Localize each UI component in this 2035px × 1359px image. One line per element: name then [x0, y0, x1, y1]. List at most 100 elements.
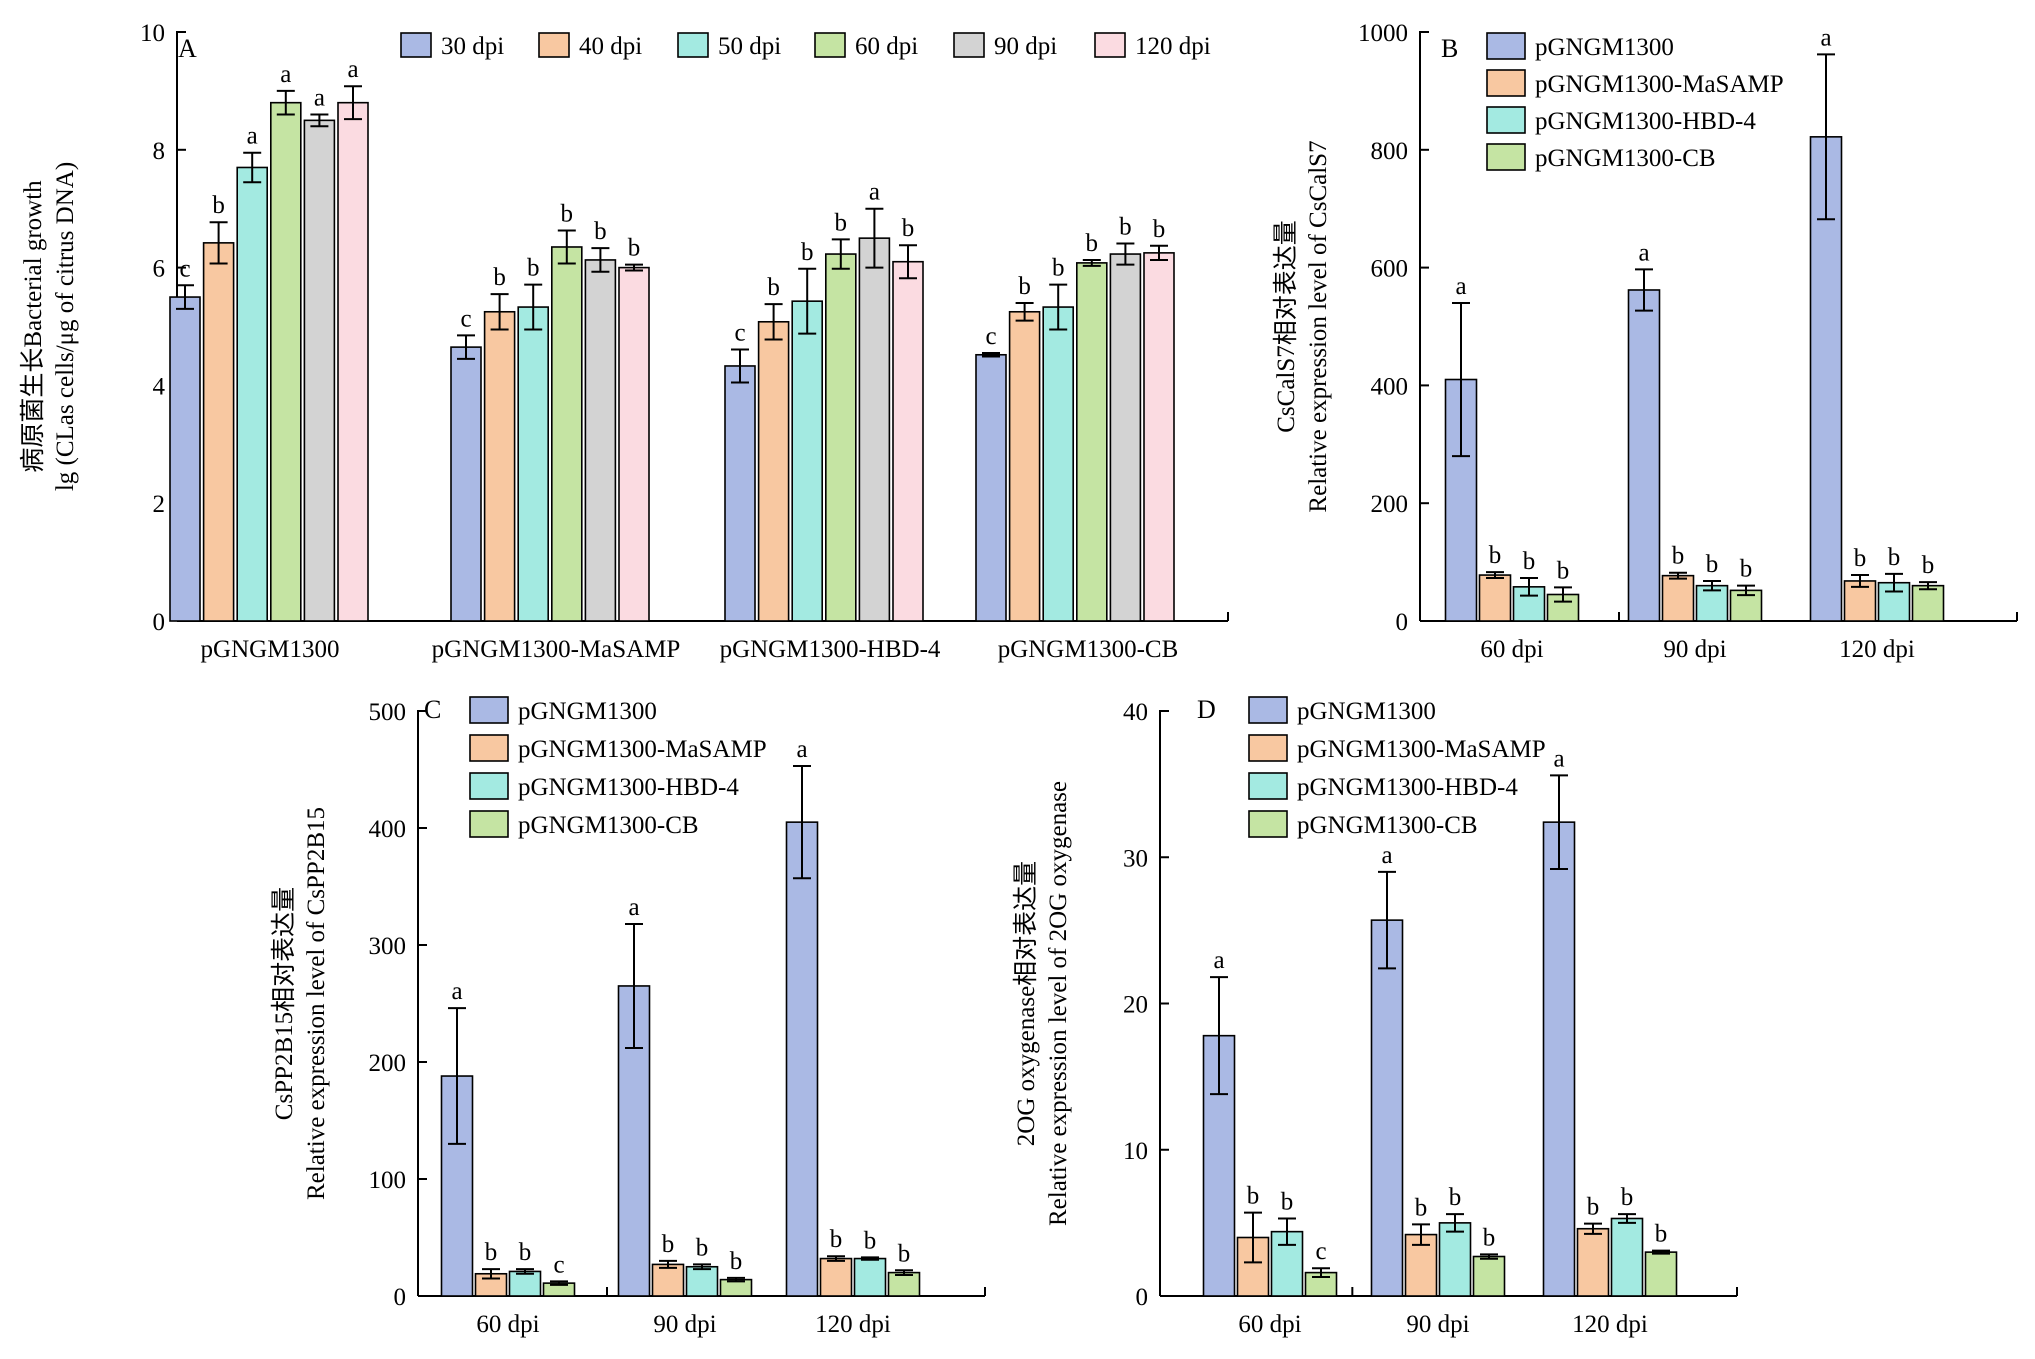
bar: [1627, 289, 1661, 622]
significance-label: c: [553, 1251, 564, 1278]
x-tick-label: pGNGM1300-MaSAMP: [432, 636, 681, 663]
significance-label: b: [1922, 552, 1935, 579]
legend-label: 90 dpi: [994, 33, 1057, 60]
bar: [1109, 253, 1142, 622]
significance-label: a: [1381, 842, 1392, 869]
significance-label: b: [1018, 273, 1031, 300]
y-tick-label: 0: [1136, 1284, 1149, 1311]
significance-label: a: [347, 56, 358, 83]
significance-label: b: [1281, 1188, 1294, 1215]
significance-label: b: [628, 235, 641, 262]
legend-swatch: [1486, 69, 1526, 97]
legend-label: pGNGM1300-HBD-4: [1535, 108, 1756, 135]
legend-swatch: [814, 32, 846, 58]
significance-label: a: [1553, 745, 1564, 772]
significance-label: b: [1557, 557, 1570, 584]
legend-swatch: [469, 734, 509, 762]
legend: pGNGM1300 pGNGM1300-MaSAMP pGNGM1300-HBD-4…: [469, 696, 767, 839]
bar: [450, 346, 482, 622]
legend-swatch: [1486, 106, 1526, 134]
bar: [169, 296, 201, 622]
bar: [858, 237, 891, 622]
significance-label: b: [898, 1240, 911, 1267]
legend: pGNGM1300 pGNGM1300-MaSAMP pGNGM1300-HBD-4…: [1486, 32, 1784, 172]
legend-swatch: [469, 810, 509, 838]
significance-label: a: [1455, 273, 1466, 300]
legend-label: 40 dpi: [579, 33, 642, 60]
bar: [584, 259, 617, 622]
significance-label: b: [1489, 542, 1502, 569]
significance-label: b: [696, 1234, 709, 1261]
legend-label: pGNGM1300-HBD-4: [518, 774, 739, 801]
y-tick-label: 100: [369, 1167, 407, 1194]
legend-swatch: [469, 772, 509, 800]
legend-label: 30 dpi: [441, 33, 504, 60]
bar: [685, 1265, 719, 1297]
y-axis-title: CsCalS7相对表达量: [1272, 220, 1300, 433]
bar: [202, 242, 235, 622]
x-tick-label: 60 dpi: [1238, 1311, 1301, 1338]
significance-label: a: [628, 894, 639, 921]
y-tick-label: 0: [394, 1284, 407, 1311]
x-tick-label: 120 dpi: [815, 1311, 891, 1338]
y-tick-label: 600: [1371, 256, 1409, 283]
significance-label: a: [1820, 24, 1831, 51]
bar: [617, 985, 651, 1297]
significance-label: b: [1888, 544, 1901, 571]
y-tick-label: 200: [1371, 491, 1409, 518]
significance-label: b: [835, 209, 848, 236]
legend-label: pGNGM1300-HBD-4: [1297, 774, 1518, 801]
x-tick-label: 120 dpi: [1572, 1311, 1648, 1338]
significance-label: a: [451, 978, 462, 1005]
x-tick-label: 90 dpi: [1663, 636, 1726, 663]
bar: [236, 166, 268, 622]
y-tick-label: 300: [369, 933, 407, 960]
significance-label: b: [1483, 1224, 1496, 1251]
bar: [824, 253, 857, 622]
bar: [1042, 306, 1074, 622]
significance-label: a: [1638, 239, 1649, 266]
x-tick-label: pGNGM1300: [201, 636, 340, 663]
significance-label: a: [869, 179, 880, 206]
y-tick-label: 800: [1371, 138, 1409, 165]
bar: [337, 101, 369, 622]
y-axis-title: Relative expression level of CsPP2B15: [303, 807, 330, 1200]
legend-swatch: [1486, 32, 1526, 60]
bar: [1661, 574, 1695, 622]
legend-label: pGNGM1300-CB: [1297, 812, 1478, 839]
bar: [887, 1271, 921, 1297]
legend-label: pGNGM1300-MaSAMP: [518, 736, 767, 763]
legend-label: 60 dpi: [855, 33, 918, 60]
significance-label: b: [1587, 1194, 1600, 1221]
bar: [1438, 1222, 1472, 1297]
bar: [269, 101, 302, 622]
bar: [892, 260, 924, 622]
legend-swatch: [1248, 810, 1288, 838]
bar: [757, 320, 790, 622]
bar: [975, 353, 1007, 622]
legend-label: pGNGM1300: [1535, 34, 1674, 61]
significance-label: b: [1740, 556, 1753, 583]
significance-label: b: [485, 1239, 498, 1266]
legend-swatch: [538, 32, 570, 58]
legend-label: 50 dpi: [718, 33, 781, 60]
y-axis-title: 病原菌生长Bacterial growth: [19, 180, 47, 473]
legend-swatch: [677, 32, 709, 58]
y-tick-label: 2: [153, 491, 166, 518]
legend-label: pGNGM1300-MaSAMP: [1535, 71, 1784, 98]
bar: [1695, 584, 1729, 622]
significance-label: b: [1655, 1221, 1668, 1248]
significance-label: b: [1119, 213, 1132, 240]
significance-label: c: [460, 305, 471, 332]
y-tick-label: 40: [1123, 699, 1148, 726]
y-tick-label: 200: [369, 1050, 407, 1077]
significance-label: a: [796, 736, 807, 763]
x-tick-label: 60 dpi: [1480, 636, 1543, 663]
y-axis-title: 2OG oxygenase相对表达量: [1012, 861, 1040, 1146]
x-tick-label: 60 dpi: [476, 1311, 539, 1338]
bar: [1076, 262, 1108, 622]
bar: [1576, 1227, 1610, 1297]
legend-label: pGNGM1300-CB: [1535, 145, 1716, 172]
